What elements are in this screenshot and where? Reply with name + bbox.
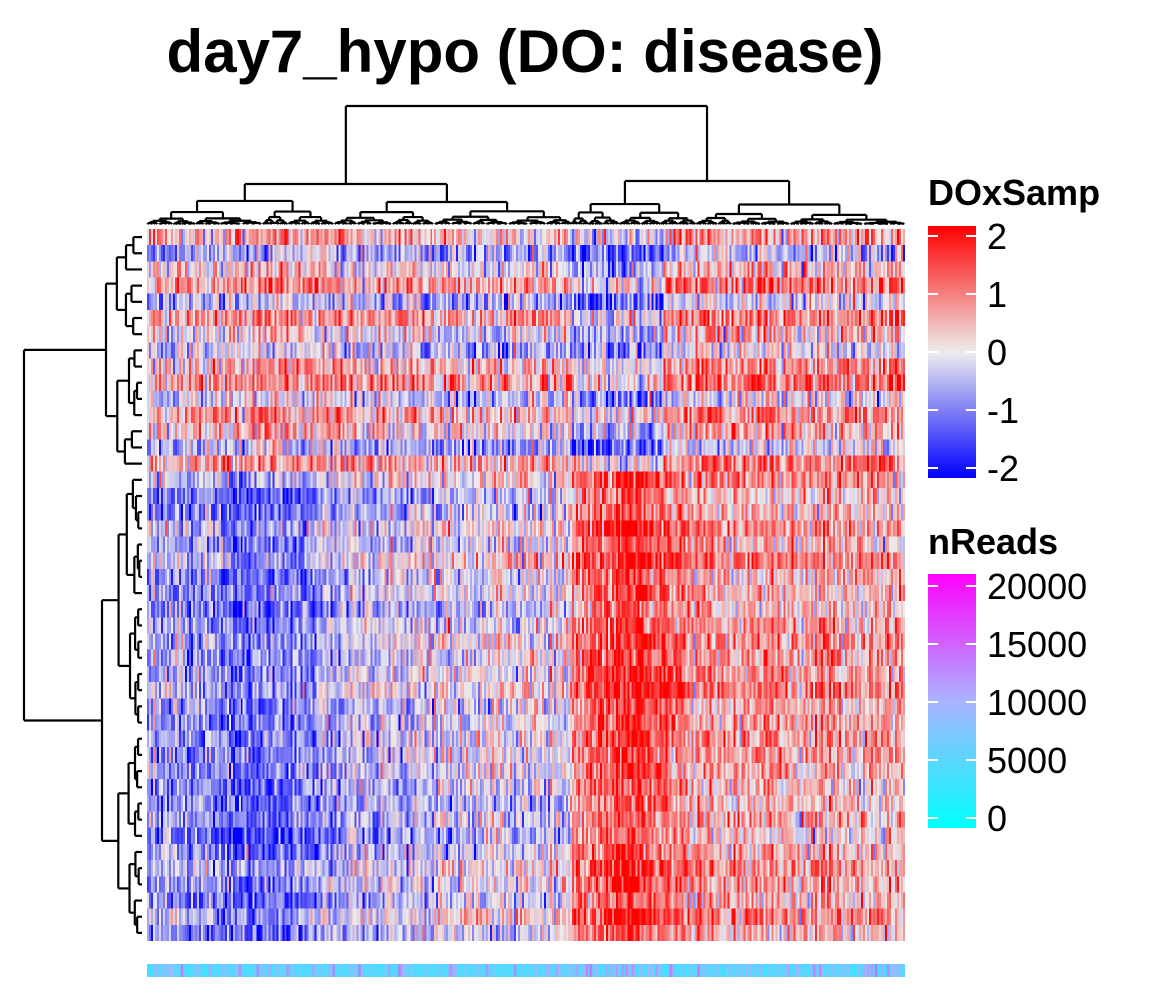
column-dendrogram — [146, 104, 906, 225]
nreads-tick-label: 10000 — [987, 682, 1087, 723]
nreads-tick-label: 0 — [987, 798, 1007, 839]
nreads-tick-label: 20000 — [987, 566, 1087, 607]
heatmap-body — [147, 229, 905, 941]
doxsamp-tick-label: 0 — [987, 332, 1007, 373]
doxsamp-tick-label: -2 — [987, 448, 1019, 489]
doxsamp-legend-ticks: 2 1 0 -1 -2 — [928, 216, 1019, 489]
nreads-legend-ticks: 20000 15000 10000 5000 0 — [928, 566, 1087, 839]
chart-title: day7_hypo (DO: disease) — [167, 18, 884, 85]
annotation-bar — [147, 964, 905, 977]
doxsamp-tick-label: 1 — [987, 274, 1007, 315]
row-dendrogram — [22, 235, 142, 935]
nreads-legend-title: nReads — [928, 521, 1058, 562]
nreads-tick-label: 15000 — [987, 624, 1087, 665]
doxsamp-legend-title: DOxSamp — [928, 172, 1100, 213]
doxsamp-legend: DOxSamp 2 1 0 -1 -2 — [928, 172, 1100, 489]
nreads-legend: nReads 20000 15000 10000 5000 0 — [928, 521, 1087, 839]
nreads-tick-label: 5000 — [987, 740, 1067, 781]
doxsamp-tick-label: -1 — [987, 390, 1019, 431]
nreads-annotation-strip — [147, 964, 905, 977]
doxsamp-tick-label: 2 — [987, 216, 1007, 257]
heatmap-cells — [147, 229, 905, 941]
